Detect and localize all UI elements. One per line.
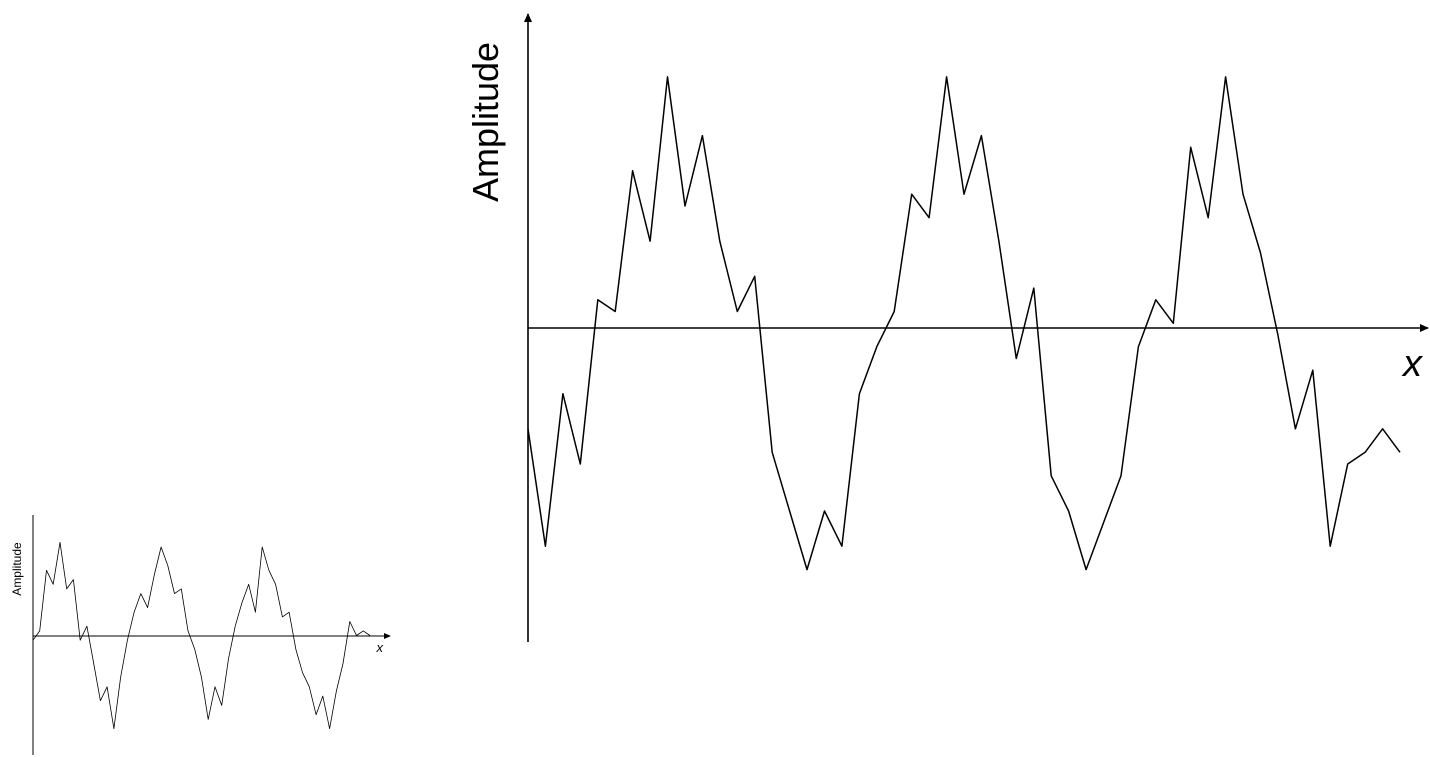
waveform-series-line <box>32 541 371 730</box>
waveform-series-line <box>527 76 1401 571</box>
y-axis-label: Amplitude <box>465 42 506 202</box>
x-axis-label: x <box>376 640 384 655</box>
large-waveform-chart: Amplitude x <box>465 13 1429 642</box>
y-axis-label: Amplitude <box>10 542 24 596</box>
small-waveform-chart: Amplitude x <box>10 515 391 755</box>
x-axis-label: x <box>1401 343 1424 385</box>
